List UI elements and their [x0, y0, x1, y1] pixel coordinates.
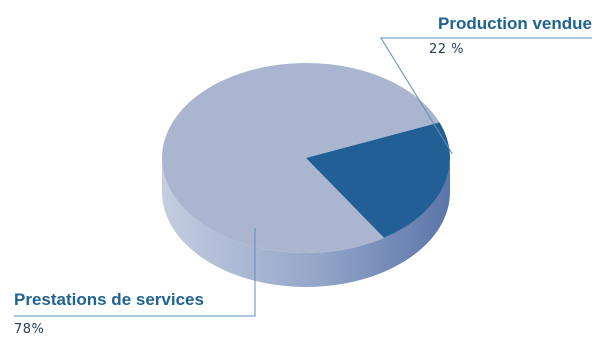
- leader-line-prestations-de-services: [14, 228, 256, 317]
- leader-line-production-vendue: [380, 37, 592, 155]
- pie-slice-prestations-de-services[interactable]: [162, 63, 440, 254]
- pie-slice-production-vendue[interactable]: [306, 122, 450, 238]
- slice-label-production-vendue: Production vendue: [438, 14, 592, 33]
- slice-label-prestations-de-services: Prestations de services: [14, 290, 204, 309]
- slice-value-production-vendue: 22 %: [429, 42, 464, 57]
- pie-side: [162, 158, 450, 287]
- slice-value-prestations-de-services: 78%: [14, 322, 44, 337]
